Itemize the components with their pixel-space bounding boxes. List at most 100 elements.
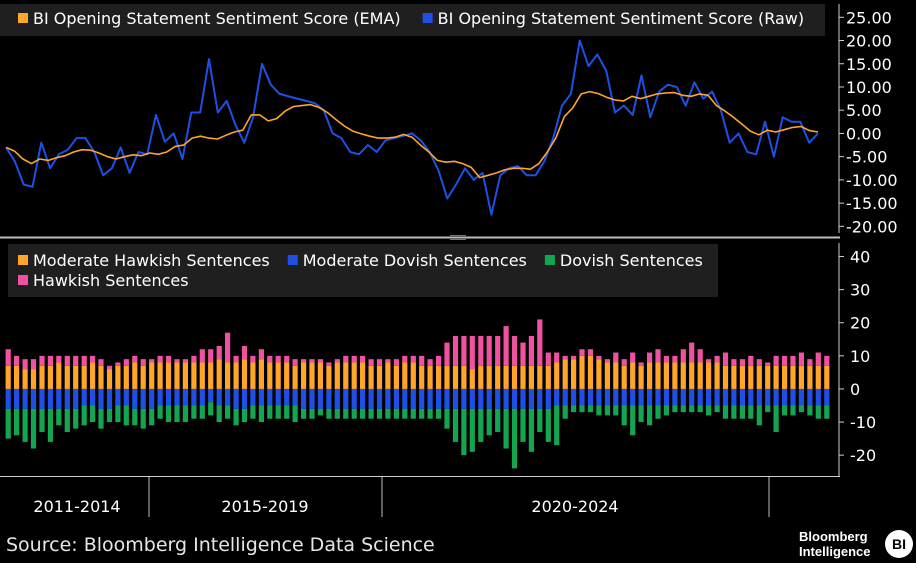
hawkish-bar bbox=[815, 352, 821, 366]
hawkish-bar bbox=[73, 355, 79, 366]
hawkish-bar bbox=[233, 355, 239, 363]
hawkish-bar bbox=[98, 359, 104, 366]
hawkish-bar bbox=[208, 349, 214, 363]
moderate-dovish-bar bbox=[326, 388, 332, 409]
moderate-hawkish-bar bbox=[621, 365, 627, 389]
dovish-bar bbox=[554, 405, 560, 446]
bottom-y-tick-label: -20 bbox=[850, 446, 876, 465]
moderate-hawkish-bar bbox=[452, 365, 459, 389]
moderate-hawkish-bar bbox=[73, 365, 79, 389]
hawkish-bar bbox=[697, 349, 703, 363]
moderate-dovish-bar bbox=[385, 388, 391, 409]
moderate-dovish-bar bbox=[22, 388, 28, 409]
dovish-bar bbox=[663, 405, 669, 416]
hawkish-bar bbox=[309, 359, 315, 363]
moderate-hawkish-bar bbox=[106, 369, 113, 389]
ema-score-line bbox=[5, 90, 819, 179]
moderate-hawkish-bar bbox=[81, 365, 87, 389]
moderate-dovish-bar bbox=[376, 388, 383, 409]
hawkish-bar bbox=[672, 355, 678, 363]
hawkish-bar bbox=[790, 355, 796, 366]
moderate-hawkish-bar bbox=[30, 369, 37, 389]
moderate-hawkish-bar bbox=[157, 362, 163, 389]
sentence-legend: Moderate Hawkish Sentences Moderate Dovis… bbox=[8, 244, 718, 297]
moderate-hawkish-bar bbox=[182, 362, 188, 389]
dovish-bar bbox=[672, 405, 678, 413]
moderate-dovish-bar bbox=[647, 388, 653, 406]
moderate-hawkish-bar bbox=[798, 365, 804, 389]
moderate-dovish-bar bbox=[216, 388, 222, 406]
dovish-bar bbox=[376, 408, 383, 419]
hawkish-bar bbox=[165, 355, 172, 363]
moderate-dovish-bar bbox=[604, 388, 610, 406]
dovish-bar bbox=[165, 405, 172, 423]
moderate-hawkish-bar bbox=[486, 365, 492, 389]
top-y-tick-label: 20.00 bbox=[846, 32, 892, 51]
moderate-hawkish-bar bbox=[596, 359, 602, 389]
legend-label: Moderate Dovish Sentences bbox=[303, 251, 527, 270]
hawkish-bar bbox=[132, 355, 138, 363]
moderate-dovish-bar bbox=[14, 388, 20, 409]
moderate-dovish-bar bbox=[427, 388, 433, 409]
dovish-bar bbox=[815, 405, 821, 419]
moderate-dovish-bar bbox=[233, 388, 239, 409]
hawkish-bar bbox=[250, 355, 256, 363]
moderate-dovish-bar bbox=[478, 388, 484, 409]
dovish-bar bbox=[697, 405, 703, 413]
moderate-hawkish-bar bbox=[14, 365, 20, 389]
moderate-dovish-bar bbox=[773, 388, 779, 406]
moderate-hawkish-bar bbox=[275, 362, 281, 389]
dovish-bar bbox=[309, 408, 315, 419]
moderate-hawkish-bar bbox=[419, 365, 425, 389]
hawkish-bar bbox=[554, 352, 560, 363]
moderate-dovish-bar bbox=[680, 388, 686, 406]
top-y-tick-label: 25.00 bbox=[846, 8, 892, 27]
legend-swatch bbox=[422, 13, 433, 23]
moderate-dovish-bar bbox=[64, 388, 70, 409]
legend-swatch bbox=[287, 255, 298, 265]
top-y-tick-label: 0.00 bbox=[846, 124, 882, 143]
dovish-bar bbox=[14, 408, 20, 436]
moderate-hawkish-bar bbox=[511, 365, 518, 389]
moderate-hawkish-bar bbox=[503, 365, 509, 389]
legend-swatch bbox=[18, 275, 28, 285]
moderate-dovish-bar bbox=[292, 388, 298, 406]
dovish-bar bbox=[106, 408, 113, 423]
moderate-hawkish-bar bbox=[773, 365, 779, 389]
top-y-tick-label: -5.00 bbox=[846, 148, 887, 167]
moderate-hawkish-bar bbox=[790, 365, 796, 389]
hawkish-bar bbox=[90, 355, 96, 363]
dovish-bar bbox=[90, 405, 96, 423]
hawkish-bar bbox=[663, 355, 669, 363]
moderate-dovish-bar bbox=[149, 388, 155, 409]
bottom-y-tick-label: 0 bbox=[850, 380, 860, 399]
hawkish-bar bbox=[334, 359, 340, 363]
dovish-bar bbox=[714, 405, 720, 413]
moderate-hawkish-bar bbox=[782, 365, 788, 389]
moderate-hawkish-bar bbox=[495, 365, 501, 389]
dovish-bar bbox=[436, 408, 442, 419]
moderate-hawkish-bar bbox=[90, 362, 96, 389]
dovish-bar bbox=[360, 408, 366, 419]
moderate-hawkish-bar bbox=[368, 365, 374, 389]
dovish-bar bbox=[587, 405, 594, 413]
top-y-tick-label: 15.00 bbox=[846, 55, 892, 74]
moderate-hawkish-bar bbox=[554, 362, 560, 389]
hawkish-bar bbox=[587, 349, 594, 356]
moderate-dovish-bar bbox=[123, 388, 129, 406]
dovish-bar bbox=[98, 408, 104, 429]
dovish-bar bbox=[596, 405, 602, 416]
moderate-hawkish-bar bbox=[208, 362, 214, 389]
hawkish-bar bbox=[351, 355, 357, 363]
moderate-dovish-bar bbox=[81, 388, 87, 406]
dovish-bar bbox=[368, 408, 374, 419]
moderate-hawkish-bar bbox=[630, 362, 636, 389]
moderate-hawkish-bar bbox=[233, 362, 239, 389]
hawkish-bar bbox=[773, 355, 779, 366]
moderate-hawkish-bar bbox=[132, 362, 138, 389]
dovish-bar bbox=[520, 408, 526, 442]
hawkish-bar bbox=[520, 342, 526, 366]
hawkish-bar bbox=[149, 359, 155, 363]
moderate-hawkish-bar bbox=[697, 362, 703, 389]
